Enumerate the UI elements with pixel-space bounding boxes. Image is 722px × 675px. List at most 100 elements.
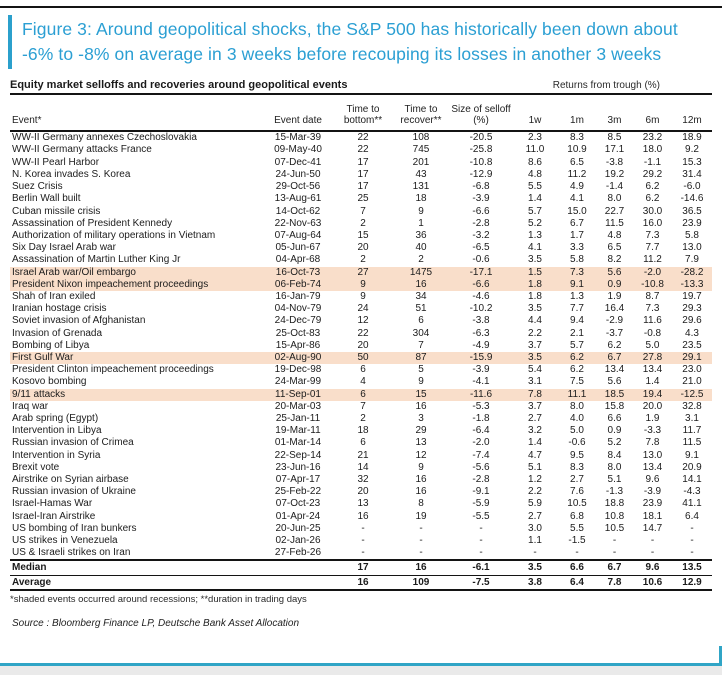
value-cell: 6.2 — [558, 351, 596, 365]
value-cell: -3.8 — [605, 156, 624, 168]
value-cell: 5.5 — [570, 522, 584, 534]
value-cell: 11.0 — [525, 144, 545, 156]
value-cell: -6.3 — [472, 327, 490, 339]
value-cell: 16-Jan-79 — [275, 290, 321, 302]
event-name-cell: First Gulf War — [10, 351, 262, 365]
value-cell: -7.4 — [472, 449, 490, 461]
event-name-cell: Israel-Iran Airstrike — [12, 510, 96, 522]
event-row: N. Korea invades S. Korea 24-Jun-50 17 43 -1… — [10, 169, 712, 181]
value-cell: 3.3 — [570, 242, 584, 254]
value-cell: 19.2 — [604, 168, 625, 180]
event-name-cell: US & Israeli strikes on Iran — [12, 547, 131, 559]
event-name-cell: WW-II Pearl Harbor — [12, 156, 100, 168]
value-cell: 10.8 — [604, 510, 625, 522]
event-name-cell: Iranian hostage crisis — [12, 303, 107, 315]
event-name-cell: Kosovo bombing — [12, 376, 87, 388]
value-cell: 5.7 — [570, 339, 584, 351]
value-cell: -3.8 — [472, 315, 490, 327]
value-cell: 24-Dec-79 — [274, 315, 322, 327]
value-cell: 20 — [357, 242, 369, 254]
event-row: President Nixon impeachement proceedings… — [10, 278, 712, 291]
value-cell: 8.5 — [607, 132, 622, 144]
event-row: Bombing of Libya 15-Apr-86 20 7 -4.9 3.7 5.7 6.… — [10, 340, 712, 352]
value-cell: 8.0 — [607, 461, 622, 473]
value-cell: 16 — [357, 510, 369, 522]
value-cell: 3.5 — [512, 560, 558, 576]
event-name-cell: Israel Arab war/Oil embargo — [10, 266, 262, 279]
value-cell: 17 — [357, 181, 369, 193]
value-cell: 5 — [418, 364, 424, 376]
value-cell: 3.2 — [528, 425, 542, 437]
value-cell: 9.6 — [633, 560, 672, 576]
value-cell: 50 — [334, 351, 392, 365]
value-cell: 6.4 — [558, 575, 596, 592]
value-cell: 13 — [357, 498, 369, 510]
value-cell: 27 — [334, 266, 392, 279]
value-cell: 15 — [357, 229, 369, 241]
value-cell: 19-Mar-11 — [275, 425, 321, 437]
value-cell: 5.0 — [645, 339, 660, 351]
event-name-cell: Suez Crisis — [12, 181, 63, 193]
value-cell: 11.7 — [682, 425, 702, 437]
value-cell: 7.7 — [570, 303, 584, 315]
value-cell: -6.5 — [472, 242, 490, 254]
value-cell: 17 — [357, 168, 369, 180]
value-cell: -4.9 — [472, 339, 490, 351]
value-cell: -6.0 — [683, 181, 701, 193]
event-name-cell: Assassination of President Kennedy — [12, 217, 173, 229]
event-row: Kosovo bombing 24-Mar-99 4 9 -4.1 3.1 7.5 5.6 1.… — [10, 376, 712, 388]
value-cell: 5.8 — [570, 254, 584, 266]
value-cell: 18.5 — [596, 388, 633, 401]
value-cell: 1.9 — [607, 290, 622, 302]
value-cell: 5.6 — [596, 266, 633, 279]
value-cell: 3.5 — [512, 351, 558, 365]
value-cell: 6.5 — [607, 242, 622, 254]
table-header: Event* Event date Time to bottom** Time to … — [10, 94, 712, 133]
value-cell: -0.6 — [568, 437, 586, 449]
value-cell: 3.1 — [685, 412, 699, 424]
value-cell: 23.5 — [682, 339, 702, 351]
value-cell: 8.4 — [607, 449, 622, 461]
bottom-rule-right-tick — [719, 646, 722, 663]
value-cell: 7 — [360, 205, 366, 217]
event-name-cell: Soviet invasion of Afghanistan — [12, 315, 146, 327]
value-cell: - — [361, 522, 365, 534]
bottom-margin-strip — [0, 666, 722, 675]
value-cell: 7.7 — [645, 242, 660, 254]
column-header: Event date — [262, 94, 334, 133]
value-cell: 20-Jun-25 — [275, 522, 321, 534]
value-cell: 5.1 — [528, 461, 542, 473]
value-cell: 4.3 — [685, 327, 699, 339]
value-cell: 8.6 — [528, 156, 542, 168]
table-heading-row: Equity market selloffs and recoveries ar… — [10, 79, 712, 95]
event-row: US & Israeli strikes on Iran 27-Feb-26 - - -… — [10, 547, 712, 560]
column-header: 3m — [596, 94, 633, 133]
value-cell: -3.9 — [472, 364, 490, 376]
event-row: Suez Crisis 29-Oct-56 17 131 -6.8 5.5 4.9 -1.4 6… — [10, 181, 712, 193]
table-body: WW-II Germany annexes Czechoslovakia 15-M… — [10, 131, 712, 560]
value-cell: 7 — [360, 400, 366, 412]
value-cell: 6.8 — [570, 510, 584, 522]
value-cell: -2.0 — [633, 266, 672, 279]
column-header: 1w — [512, 94, 558, 133]
value-cell: 12.9 — [672, 575, 712, 592]
value-cell: 9.6 — [645, 473, 660, 485]
value-cell: -1.4 — [605, 181, 624, 193]
value-cell: -11.6 — [450, 388, 512, 401]
value-cell: -1.8 — [472, 412, 490, 424]
value-cell: 8.0 — [570, 400, 584, 412]
value-cell: 22 — [357, 144, 369, 156]
value-cell: 5.9 — [528, 498, 542, 510]
event-name-cell: Iraq war — [12, 400, 49, 412]
value-cell: -5.5 — [472, 510, 490, 522]
value-cell: 20 — [357, 486, 369, 498]
column-header: 6m — [633, 94, 672, 133]
event-name-cell: US bombing of Iran bunkers — [12, 522, 137, 534]
event-row: Iraq war 20-Mar-03 7 16 -5.3 3.7 8.0 15.8 20.0 32… — [10, 401, 712, 413]
value-cell: 22 — [357, 327, 369, 339]
value-cell: -6.1 — [450, 560, 512, 576]
value-cell: 10.5 — [567, 498, 587, 510]
column-header: Time to bottom** — [334, 94, 392, 133]
value-cell: 10.6 — [633, 575, 672, 592]
value-cell: -4.6 — [472, 290, 490, 302]
